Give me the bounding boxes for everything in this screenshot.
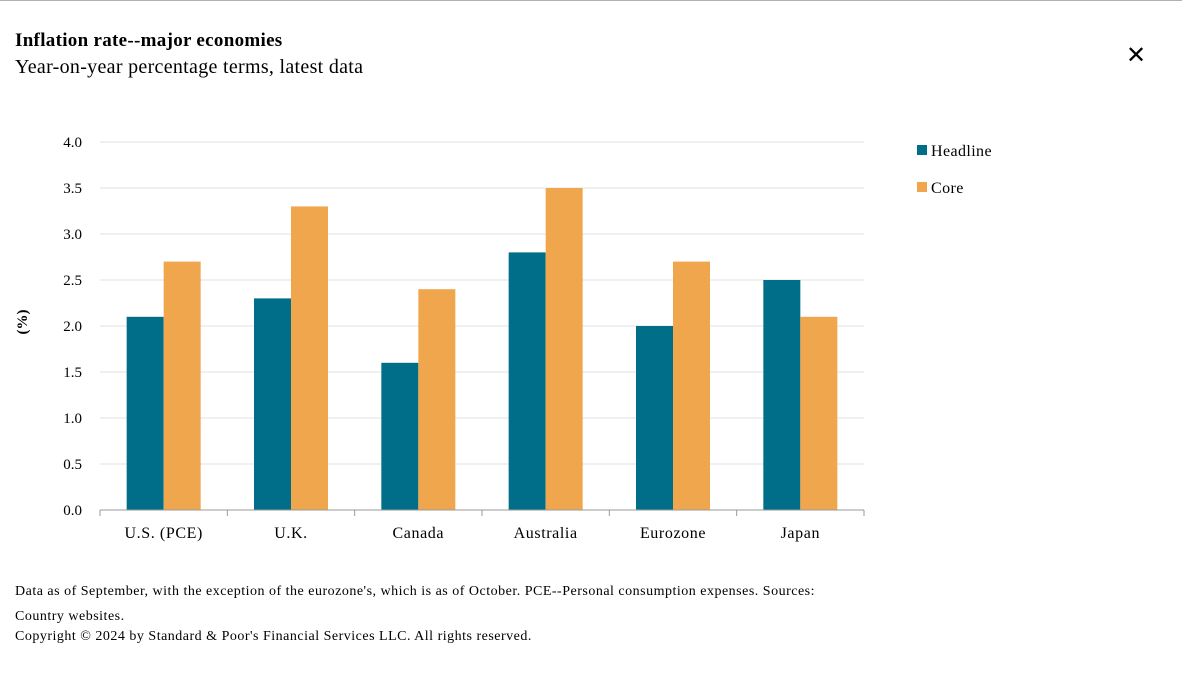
core-bar-1 bbox=[291, 206, 328, 510]
headline-bar-3 bbox=[508, 252, 546, 510]
core-bar-0 bbox=[163, 261, 201, 510]
bars bbox=[126, 188, 838, 510]
y-tick-label: 1.0 bbox=[63, 411, 82, 427]
legend-label-1: Core bbox=[931, 180, 964, 197]
y-tick-label: 2.5 bbox=[63, 273, 82, 289]
bar-chart: 0.0 0.5 1.0 1.5 2.0 2.5 3.0 3.5 4.0 U.S. (PCE) U.K… bbox=[15, 135, 992, 542]
gridlines bbox=[100, 141, 864, 465]
y-tick-label: 1.5 bbox=[63, 365, 82, 381]
headline-bar-1 bbox=[254, 298, 291, 510]
core-bar-5 bbox=[800, 316, 838, 510]
core-bar-2 bbox=[418, 289, 456, 510]
axes: 0.0 0.5 1.0 1.5 2.0 2.5 3.0 3.5 4.0 U.S. (PCE) U.K… bbox=[63, 135, 865, 542]
core-bar-4 bbox=[673, 261, 710, 510]
close-icon[interactable]: ✕ bbox=[1125, 41, 1147, 69]
headline-bar-4 bbox=[636, 326, 673, 510]
top-border bbox=[0, 0, 1182, 1]
chart-subtitle: Year-on-year percentage terms, latest da… bbox=[15, 56, 364, 78]
x-category-label: Australia bbox=[514, 525, 578, 542]
y-tick-label: 0.5 bbox=[63, 457, 82, 473]
y-tick-label: 0.0 bbox=[63, 503, 82, 519]
headline-bar-5 bbox=[763, 280, 801, 510]
legend-swatch-1 bbox=[917, 182, 927, 192]
x-category-label: Japan bbox=[781, 525, 820, 542]
x-category-label: Canada bbox=[393, 525, 445, 542]
legend-label-0: Headline bbox=[931, 143, 992, 160]
footnote: Data as of September, with the exception… bbox=[15, 584, 816, 624]
y-tick-label: 4.0 bbox=[63, 135, 82, 151]
y-tick-label: 2.0 bbox=[63, 319, 82, 335]
y-tick-label: 3.5 bbox=[63, 181, 82, 197]
x-category-label: U.S. (PCE) bbox=[124, 525, 202, 542]
chart-title: Inflation rate--major economies bbox=[15, 30, 283, 51]
x-category-label: Eurozone bbox=[640, 525, 706, 542]
y-tick-label: 3.0 bbox=[63, 227, 82, 243]
headline-bar-2 bbox=[381, 362, 419, 510]
core-bar-3 bbox=[545, 188, 583, 510]
x-category-label: U.K. bbox=[274, 525, 308, 542]
legend-swatch-0 bbox=[917, 145, 927, 155]
copyright: Copyright © 2024 by Standard & Poor's Fi… bbox=[15, 629, 532, 644]
headline-bar-0 bbox=[126, 316, 164, 510]
legend: Headline Core bbox=[917, 143, 992, 197]
y-axis-label: (%) bbox=[15, 310, 31, 335]
